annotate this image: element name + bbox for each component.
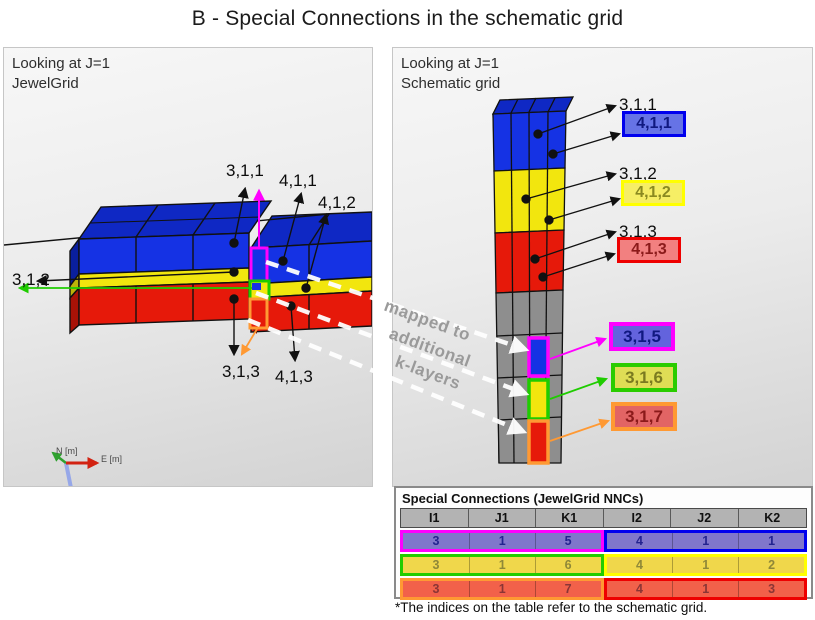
schematic-3d-drawing (491, 96, 621, 465)
table-header-cell: K1 (536, 509, 604, 527)
left-panel-header: Looking at J=1 JewelGrid (12, 54, 110, 94)
table-cell: 1 (738, 533, 804, 549)
table-cell: 2 (738, 557, 804, 573)
table-cell: 6 (534, 557, 601, 573)
tag-4-1-1: 4,1,1 (622, 111, 686, 137)
table-header-cell: I2 (604, 509, 671, 527)
table-cell: 5 (534, 533, 601, 549)
table-cell: 3 (738, 581, 804, 597)
label-3-1-3: 3,1,3 (222, 362, 260, 381)
table-cell: 3 (432, 534, 440, 548)
table-cell: 1 (468, 557, 535, 573)
label-4-1-3: 4,1,3 (275, 367, 313, 386)
table-cell: 1 (468, 533, 535, 549)
right-panel-header-line1: Looking at J=1 (401, 55, 499, 72)
axis-north-label: N [m] (56, 446, 78, 456)
jewelgrid-left-block (69, 200, 273, 335)
junction-highlight-boxes (248, 246, 271, 330)
green-tag-arrow (549, 376, 609, 400)
left-panel-header-line2: JewelGrid (12, 75, 79, 92)
table-cell: 1 (468, 581, 535, 597)
table-cell: 4 (635, 534, 643, 548)
magenta-tag-arrow (549, 336, 608, 360)
axis-east-label: E [m] (101, 454, 123, 464)
table-header-row: I1 J1 K1 I2 J2 K2 (400, 508, 807, 528)
tag-3-1-5: 3,1,5 (609, 322, 675, 351)
label-3-1-1: 3,1,1 (619, 95, 657, 114)
left-panel-header-line1: Looking at J=1 (12, 55, 110, 72)
row1-source-cells: 3 1 5 (400, 530, 604, 552)
junction-box-orange (248, 297, 269, 330)
label-3-1-2: 3,1,2 (12, 270, 50, 289)
tag-4-1-2: 4,1,2 (621, 180, 685, 206)
table-header-cell: J1 (469, 509, 536, 527)
right-panel-header-line2: Schematic grid (401, 75, 501, 92)
row2-source-cells: 3 1 6 (400, 554, 604, 576)
table-header-cell: K2 (764, 511, 781, 525)
label-4-1-1: 4,1,1 (279, 171, 317, 190)
row3-target-cells: 4 1 3 (603, 578, 807, 600)
page-title: B - Special Connections in the schematic… (191, 7, 624, 30)
schematic-callout-arrows (521, 103, 621, 282)
table-title-main: Special Connections (402, 491, 530, 506)
table-footnote: *The indices on the table refer to the s… (395, 600, 708, 615)
mapped-cell-3-1-6 (527, 378, 550, 421)
mapped-cell-3-1-7 (527, 419, 550, 465)
jewelgrid-3d-drawing (4, 186, 372, 486)
mapped-cell-3-1-5 (527, 336, 550, 378)
orange-down-arrow (240, 328, 258, 356)
row1-target-cells: 4 1 1 (603, 530, 807, 552)
schematic-view-panel: Looking at J=1 Schematic grid 3,1,1 4,1,… (392, 47, 813, 487)
right-panel-header: Looking at J=1 Schematic grid (401, 54, 500, 94)
table-row-nnc-3: 3 1 7 4 1 3 (400, 578, 807, 600)
label-3-1-3: 3,1,3 (619, 222, 657, 241)
label-3-1-1: 3,1,1 (226, 161, 264, 180)
table-cell: 1 (672, 533, 738, 549)
table-row-nnc-2: 3 1 6 4 1 2 (400, 554, 807, 576)
table-cell: 1 (672, 581, 738, 597)
table-cell: 3 (432, 582, 440, 596)
tag-4-1-3: 4,1,3 (617, 237, 681, 263)
jewelgrid-view-panel: Looking at J=1 JewelGrid 3,1,1 4,1,1 4,1… (3, 47, 373, 487)
table-cell: 4 (635, 558, 643, 572)
table-cell: 4 (635, 582, 643, 596)
table-row-nnc-1: 3 1 5 4 1 1 (400, 530, 807, 552)
junction-box-magenta (249, 246, 269, 284)
axis-triad (51, 451, 100, 486)
row3-source-cells: 3 1 7 (400, 578, 604, 600)
orange-tag-arrow (549, 418, 611, 442)
label-4-1-2: 4,1,2 (318, 193, 356, 212)
special-connections-table: Special Connections (JewelGrid NNCs) I1 … (394, 486, 813, 600)
table-title-suffix: (JewelGrid NNCs) (533, 491, 644, 506)
table-cell: 1 (672, 557, 738, 573)
table-header-cell: I1 (401, 509, 469, 527)
table-cell: 7 (534, 581, 601, 597)
tag-3-1-6: 3,1,6 (611, 363, 677, 392)
table-title: Special Connections (JewelGrid NNCs) (402, 491, 807, 506)
label-3-1-2: 3,1,2 (619, 164, 657, 183)
tag-3-1-7: 3,1,7 (611, 402, 677, 431)
table-header-cell: J2 (671, 509, 739, 527)
row2-target-cells: 4 1 2 (603, 554, 807, 576)
table-cell: 3 (432, 558, 440, 572)
